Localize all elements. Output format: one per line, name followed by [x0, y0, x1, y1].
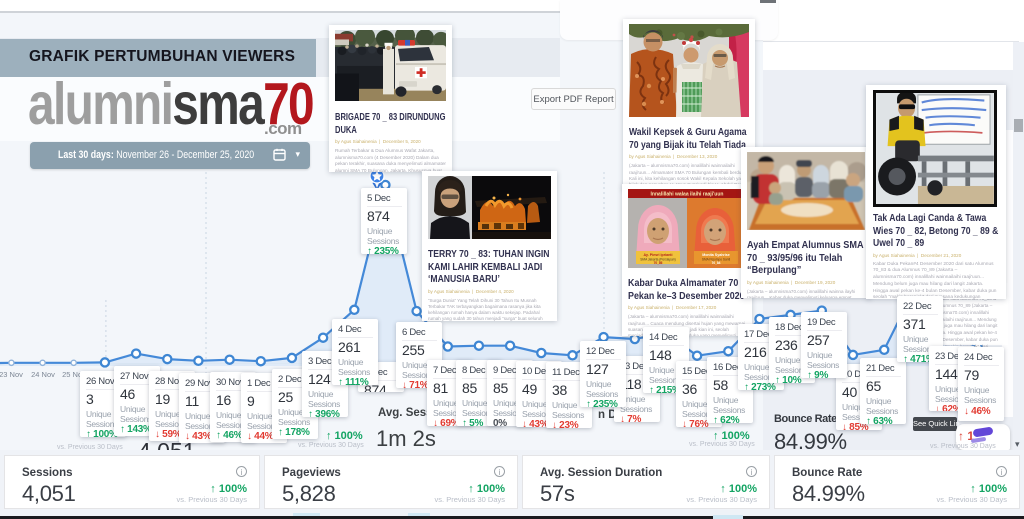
svg-text:Ay. Piesri Iprianti: Ay. Piesri Iprianti	[644, 253, 673, 257]
svg-text:SMA Pejompo Santi: SMA Pejompo Santi	[702, 258, 731, 262]
svg-text:SMA Jakarta (Persiapan): SMA Jakarta (Persiapan)	[640, 258, 675, 262]
svg-text:70_84: 70_84	[712, 261, 721, 265]
svg-text:24 Nov: 24 Nov	[31, 370, 55, 379]
svg-text:Innalillahi walaa ilaihi raaji: Innalillahi walaa ilaihi raaji'uun	[651, 192, 724, 198]
svg-text:23 Nov: 23 Nov	[0, 370, 23, 379]
svg-text:70_86: 70_86	[654, 261, 663, 265]
svg-text:Monita Syahrise: Monita Syahrise	[702, 253, 730, 257]
svg-text:25 Nov: 25 Nov	[62, 370, 86, 379]
